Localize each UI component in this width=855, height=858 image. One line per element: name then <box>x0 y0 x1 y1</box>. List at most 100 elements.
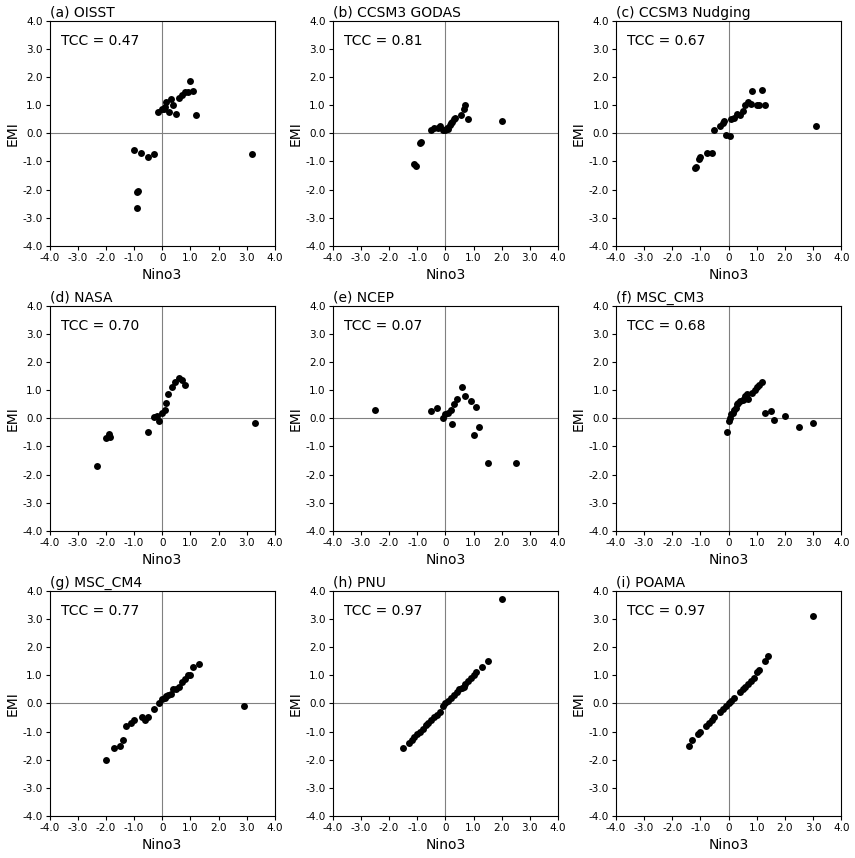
Point <box>147 148 161 161</box>
Point <box>450 392 463 406</box>
Point <box>130 201 144 214</box>
Point <box>440 121 454 135</box>
Point <box>724 408 738 421</box>
Point <box>702 716 716 730</box>
Point <box>728 403 741 417</box>
Text: TCC = 0.97: TCC = 0.97 <box>344 604 422 619</box>
Point <box>457 680 470 693</box>
Point <box>728 691 741 704</box>
Point <box>452 682 466 696</box>
Point <box>778 408 792 422</box>
Point <box>416 722 430 735</box>
Point <box>172 371 186 384</box>
Point <box>127 143 141 157</box>
Point <box>758 406 772 420</box>
Point <box>161 388 174 402</box>
X-axis label: Nino3: Nino3 <box>425 838 465 853</box>
Point <box>439 697 452 710</box>
Point <box>409 159 422 172</box>
X-axis label: Nino3: Nino3 <box>425 553 465 567</box>
X-axis label: Nino3: Nino3 <box>709 269 749 282</box>
Point <box>692 152 705 166</box>
Point <box>141 710 155 724</box>
Point <box>761 649 775 662</box>
Point <box>705 146 718 160</box>
Point <box>747 671 761 685</box>
Point <box>175 373 189 387</box>
Point <box>103 430 117 444</box>
Text: (d) NASA: (d) NASA <box>50 291 112 305</box>
Point <box>408 730 422 744</box>
Point <box>708 710 722 724</box>
Text: (e) NCEP: (e) NCEP <box>333 291 393 305</box>
Point <box>424 713 438 727</box>
Point <box>413 136 427 150</box>
Y-axis label: EMI: EMI <box>289 406 303 431</box>
Point <box>189 108 203 122</box>
Point <box>748 384 762 397</box>
Point <box>717 114 731 128</box>
Point <box>152 414 166 428</box>
Point <box>458 99 472 112</box>
Point <box>733 108 746 122</box>
Point <box>744 674 758 688</box>
Point <box>758 655 772 668</box>
Y-axis label: EMI: EMI <box>572 691 586 716</box>
Point <box>733 686 746 699</box>
Text: TCC = 0.70: TCC = 0.70 <box>61 319 139 333</box>
X-axis label: Nino3: Nino3 <box>142 553 182 567</box>
Point <box>158 403 172 417</box>
Point <box>436 412 450 426</box>
Point <box>167 99 180 112</box>
Point <box>156 102 170 116</box>
Point <box>441 694 455 708</box>
Point <box>175 675 189 689</box>
Point <box>708 124 722 137</box>
Point <box>116 733 130 746</box>
Point <box>752 662 766 676</box>
Point <box>700 146 714 160</box>
Point <box>160 690 174 704</box>
Text: (a) OISST: (a) OISST <box>50 5 115 20</box>
Point <box>436 124 450 137</box>
Point <box>139 713 152 727</box>
Point <box>172 680 186 693</box>
Y-axis label: EMI: EMI <box>289 121 303 146</box>
Point <box>410 728 424 741</box>
Point <box>736 104 750 118</box>
Point <box>158 691 172 704</box>
Point <box>172 91 186 105</box>
Point <box>156 692 169 706</box>
Point <box>162 106 176 119</box>
Point <box>447 688 461 702</box>
Point <box>454 108 468 122</box>
Point <box>413 725 427 739</box>
Text: TCC = 0.07: TCC = 0.07 <box>344 319 422 333</box>
Point <box>160 396 174 410</box>
Point <box>99 432 113 445</box>
Y-axis label: EMI: EMI <box>5 691 20 716</box>
Point <box>102 427 115 441</box>
Point <box>419 717 433 731</box>
Text: TCC = 0.67: TCC = 0.67 <box>627 34 705 48</box>
Point <box>456 681 469 695</box>
Point <box>175 88 189 102</box>
Point <box>248 415 262 429</box>
Point <box>160 95 174 109</box>
Point <box>444 117 457 130</box>
Point <box>806 415 820 429</box>
Point <box>728 111 741 124</box>
Point <box>467 668 481 682</box>
Point <box>481 456 494 470</box>
Point <box>740 388 753 402</box>
Point <box>699 719 713 733</box>
Text: TCC = 0.97: TCC = 0.97 <box>627 604 705 619</box>
Point <box>741 95 755 109</box>
Point <box>461 112 475 126</box>
Point <box>726 406 740 420</box>
Point <box>752 378 766 391</box>
Point <box>432 121 445 135</box>
Point <box>458 677 472 691</box>
X-axis label: Nino3: Nino3 <box>709 838 749 853</box>
Point <box>156 102 169 116</box>
